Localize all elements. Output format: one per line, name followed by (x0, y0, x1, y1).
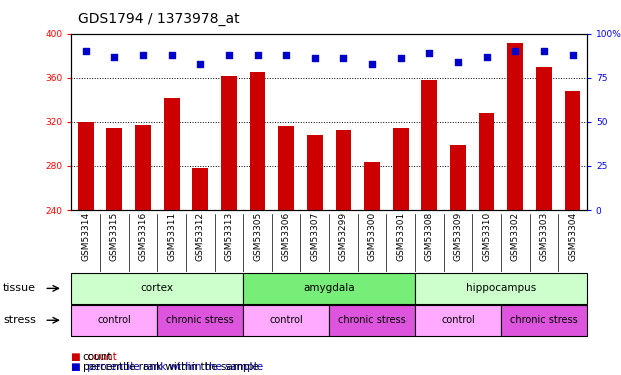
Bar (71, 273, 243, 304)
Text: count: count (83, 352, 112, 362)
Point (310, 56, 320, 62)
Point (138, 52, 148, 58)
Point (281, 52, 291, 58)
Text: tissue: tissue (3, 284, 36, 293)
Text: chronic stress: chronic stress (510, 315, 578, 325)
Point (539, 48, 549, 54)
Bar (364, 162, 380, 210)
Point (81, 48, 91, 54)
Text: GDS1794 / 1373978_at: GDS1794 / 1373978_at (78, 12, 239, 26)
Text: control: control (97, 315, 131, 325)
Bar (479, 113, 494, 210)
Text: control: control (270, 315, 303, 325)
Text: cortex: cortex (141, 284, 174, 293)
Bar (507, 43, 523, 210)
Bar (221, 76, 237, 210)
Text: stress: stress (3, 315, 36, 325)
Point (424, 50, 434, 56)
Text: percentile rank within the sample: percentile rank within the sample (83, 362, 258, 372)
Bar (415, 273, 587, 304)
Text: ■  count: ■ count (71, 352, 117, 362)
Bar (71, 305, 157, 336)
Point (166, 52, 176, 58)
Bar (450, 145, 466, 210)
Bar (564, 91, 581, 210)
Point (453, 59, 463, 65)
Point (224, 52, 234, 58)
Bar (536, 67, 552, 210)
Bar (335, 130, 351, 210)
Bar (329, 305, 415, 336)
Text: control: control (441, 315, 475, 325)
Point (338, 56, 348, 62)
Bar (135, 125, 151, 210)
Point (396, 56, 406, 62)
Point (510, 48, 520, 54)
Text: ■  percentile rank within the sample: ■ percentile rank within the sample (71, 362, 263, 372)
Bar (278, 126, 294, 210)
Bar (250, 72, 265, 210)
Bar (393, 129, 409, 210)
Point (568, 52, 578, 58)
Point (253, 52, 263, 58)
Bar (193, 168, 208, 210)
Point (109, 54, 119, 60)
Bar (243, 273, 415, 304)
Point (195, 61, 205, 67)
Bar (78, 122, 94, 210)
Bar (243, 305, 329, 336)
Text: amygdala: amygdala (303, 284, 355, 293)
Bar (307, 135, 323, 210)
Bar (106, 129, 122, 210)
Bar (501, 305, 587, 336)
Bar (164, 98, 179, 210)
Text: hippocampus: hippocampus (466, 284, 536, 293)
Point (482, 54, 492, 60)
Bar (415, 305, 501, 336)
Point (367, 61, 377, 67)
Text: chronic stress: chronic stress (166, 315, 234, 325)
Bar (157, 305, 243, 336)
Bar (422, 80, 437, 210)
Text: chronic stress: chronic stress (338, 315, 406, 325)
